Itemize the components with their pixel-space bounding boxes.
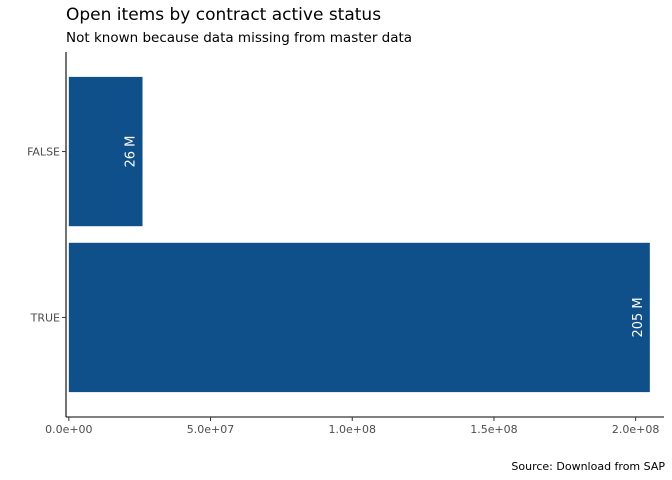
x-tick-label: 1.0e+08 xyxy=(329,423,376,436)
chart-title: Open items by contract active status xyxy=(66,5,381,25)
chart-subtitle: Not known because data missing from mast… xyxy=(66,30,412,46)
x-tick-label: 1.5e+08 xyxy=(470,423,517,436)
x-tick-label: 2.0e+08 xyxy=(612,423,659,436)
bar-data-label: 205 M xyxy=(631,297,646,337)
y-tick-label: TRUE xyxy=(30,311,60,324)
y-tick-label: FALSE xyxy=(27,146,60,159)
bars-group xyxy=(68,76,650,393)
x-tick-label: 5.0e+07 xyxy=(187,423,234,436)
x-tick-label: 0.0e+00 xyxy=(45,423,92,436)
bar-data-label: 26 M xyxy=(124,136,139,168)
y-axis-ticks: FALSE TRUE xyxy=(27,146,66,324)
bar-false xyxy=(68,76,143,227)
x-axis-ticks: 0.0e+00 5.0e+07 1.0e+08 1.5e+08 2.0e+08 xyxy=(45,417,659,436)
chart-caption: Source: Download from SAP xyxy=(511,460,665,473)
bar-true xyxy=(68,242,650,393)
bar-labels-group: 26 M 205 M xyxy=(124,136,646,338)
